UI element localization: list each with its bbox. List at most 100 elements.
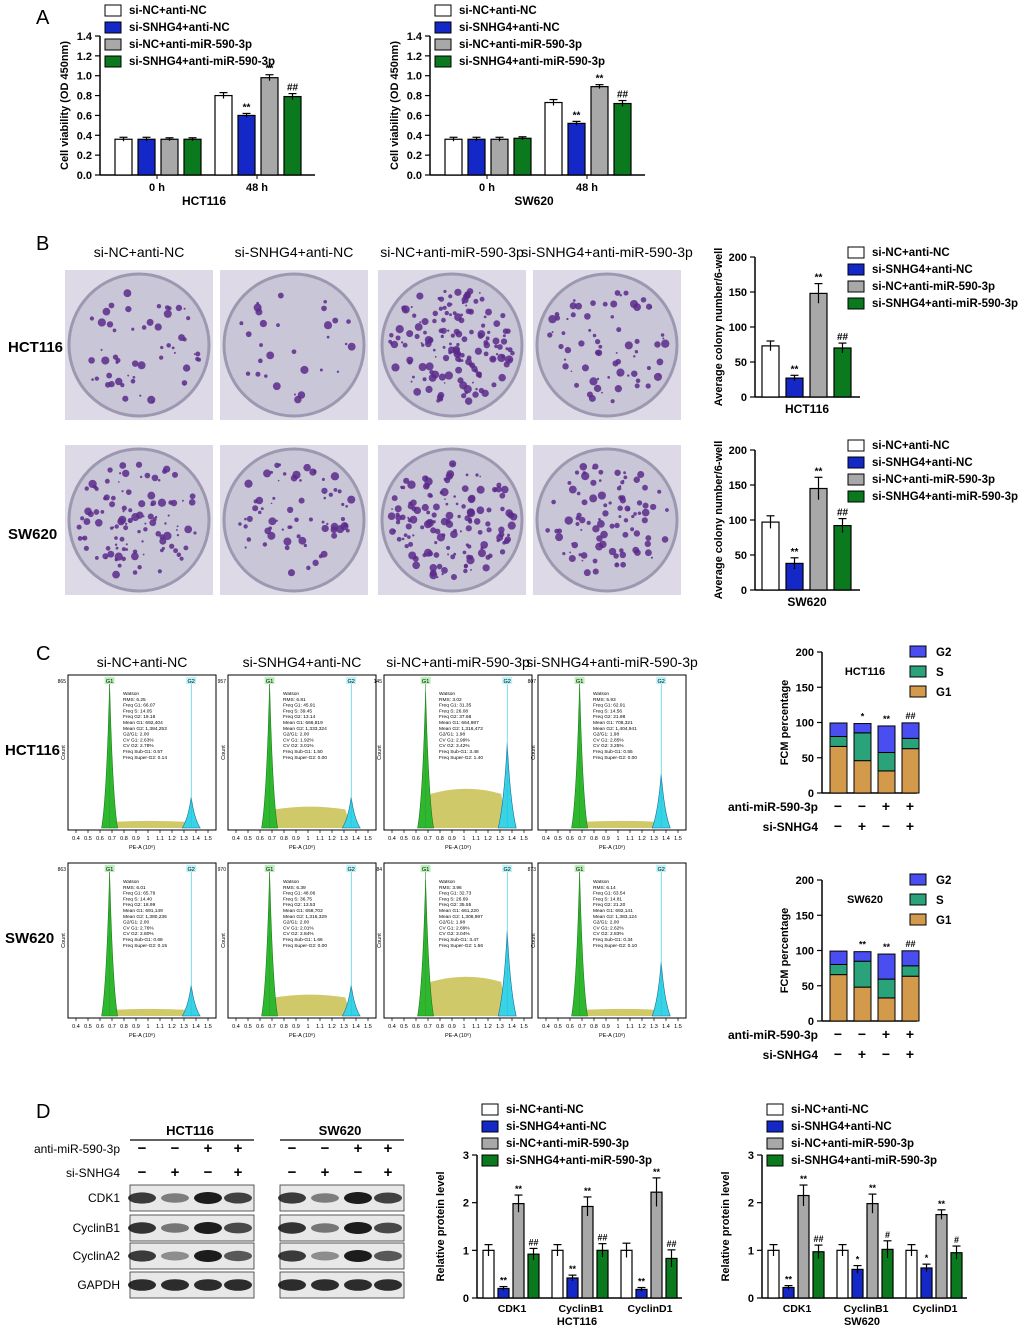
colony [110, 495, 116, 501]
colony [176, 525, 179, 528]
watson-stat: Mean G1: 658,702 [283, 908, 323, 914]
protein-band [128, 1192, 156, 1204]
hist-x-tick-label: 1.1 [316, 836, 324, 842]
treatment-sign: + [384, 1140, 393, 1157]
watson-stat: Freq G1: 65.79 [123, 891, 156, 897]
colony [107, 467, 113, 473]
colony [580, 528, 583, 531]
colony [460, 313, 464, 317]
colony [303, 463, 311, 472]
hist-x-tick-label: 0.8 [590, 1024, 598, 1030]
colony [394, 505, 402, 513]
treatment-sign: − [882, 1046, 890, 1062]
watson-stat: CV G2: 2.83% [593, 931, 624, 937]
colony [407, 503, 414, 510]
watson-stat: Freq S: 26.08 [439, 708, 468, 714]
legend-swatch [104, 38, 122, 51]
y-axis-label: Average colony number/6-well [713, 248, 725, 407]
colony [76, 524, 82, 530]
colony [268, 526, 273, 530]
colony [453, 328, 460, 335]
hist-x-tick-label: 1.3 [650, 836, 658, 842]
legend-swatch [104, 21, 122, 34]
legend-swatch [847, 473, 865, 486]
g1-tag-label: G1 [576, 679, 583, 685]
g1-tag-label: G1 [266, 867, 273, 873]
viability-bar [444, 138, 463, 176]
hist-y-label: Count [377, 933, 383, 948]
legend-label: si-NC+anti-miR-590-3p [872, 281, 995, 293]
legend-swatch [909, 873, 927, 886]
colony [457, 377, 464, 384]
colony [474, 347, 483, 355]
watson-stat: G2/G1: 2.00 [283, 920, 309, 926]
colony [434, 355, 437, 358]
colony [469, 309, 473, 313]
colony [119, 472, 122, 475]
hist-x-tick-label: 0.7 [578, 836, 586, 842]
colony [570, 370, 573, 373]
legend-label: G1 [936, 915, 952, 927]
colony [77, 536, 83, 541]
y-tick-label: 0.8 [77, 91, 92, 103]
colony [176, 552, 182, 557]
colony [561, 331, 566, 336]
protein-label: GAPDH [77, 1278, 120, 1292]
watson-stat: Mean G1: 664,987 [439, 720, 479, 726]
legend-swatch [434, 55, 452, 68]
colony [581, 471, 590, 481]
g2-tag-label: G2 [188, 867, 195, 873]
colony [115, 377, 123, 386]
hist-y-max: 970 [218, 867, 227, 873]
colony [154, 323, 162, 331]
legend-swatch [481, 1137, 499, 1150]
colony [634, 383, 640, 389]
colony [592, 558, 598, 564]
colony [181, 380, 188, 386]
histogram-column-label: si-SNHG4+anti-miR-590-3p [526, 654, 698, 670]
protein-bar [581, 1205, 594, 1299]
colony [114, 558, 118, 562]
colony [84, 486, 89, 491]
colony [448, 294, 453, 299]
colony [602, 301, 608, 307]
blot-title: HCT116 [166, 1123, 214, 1138]
colony [470, 568, 472, 571]
colony [595, 542, 603, 551]
hist-x-tick-label: 0.9 [448, 836, 456, 842]
colony [275, 519, 278, 522]
colony [476, 506, 485, 515]
colony [416, 292, 424, 300]
colony [290, 474, 298, 482]
significance-mark: * [861, 712, 865, 722]
colony [245, 371, 251, 376]
watson-stat: G2/G1: 2.00 [283, 732, 309, 738]
colony [590, 300, 596, 306]
significance-mark: ** [596, 74, 604, 85]
colony [610, 315, 615, 319]
hist-x-tick-label: 1.3 [180, 836, 188, 842]
protein-band [194, 1279, 222, 1291]
y-tick-label: 50 [802, 753, 814, 765]
significance-mark: ## [287, 83, 299, 94]
protein-band [194, 1250, 222, 1262]
colony [465, 304, 468, 307]
colony [108, 380, 115, 388]
g1-tag-label: G1 [422, 679, 429, 685]
legend-label: G1 [936, 687, 952, 699]
colony [442, 305, 447, 310]
colony [633, 476, 640, 483]
colony [420, 525, 425, 530]
hist-x-tick-label: 0.6 [412, 1024, 420, 1030]
watson-stat: Freq S: 14.40 [123, 896, 152, 902]
colony [144, 522, 147, 525]
panel-label-A: A [36, 7, 50, 29]
g1-tag [574, 865, 585, 872]
hist-x-tick-label: 1.3 [496, 836, 504, 842]
colony [412, 534, 415, 537]
colony [442, 354, 450, 362]
watson-stat: Watson [123, 879, 139, 885]
colony [414, 323, 423, 331]
hist-x-tick-label: 1.2 [328, 1024, 336, 1030]
hist-x-tick-label: 1.5 [520, 836, 528, 842]
